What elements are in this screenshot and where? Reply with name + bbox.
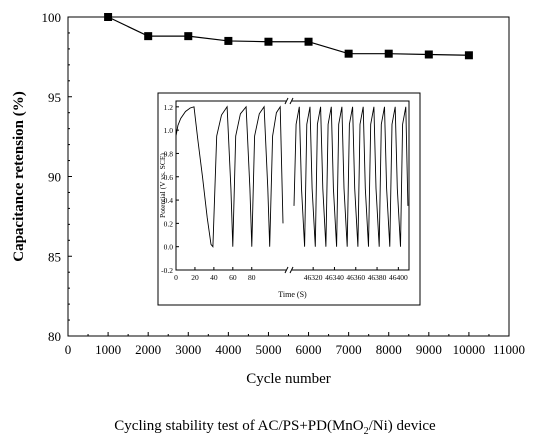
x-tick-label: 11000: [493, 342, 525, 357]
inset-chart: -0.20.00.20.40.60.81.01.20 20 40 60 80 46320 4…: [157, 92, 421, 306]
axis-break-mark: [284, 97, 289, 105]
inset-y-tick-label: 0.4: [164, 196, 174, 205]
caption-suffix: /Ni) device: [368, 418, 436, 434]
x-tick-label: 8000: [376, 342, 402, 357]
data-point-marker: [344, 49, 353, 58]
axis-break-mark: [289, 266, 294, 274]
data-point-marker: [144, 32, 153, 41]
inset-plot-frame: [175, 100, 410, 271]
inset-x-tick-label: 46360: [346, 273, 365, 282]
x-tick-label: 3000: [175, 342, 201, 357]
data-point-marker: [224, 36, 233, 45]
inset-potential-curve-left: [175, 105, 284, 248]
y-tick-label: 95: [48, 90, 61, 105]
x-tick-label: 1000: [95, 342, 121, 357]
inset-y-tick-label: -0.2: [161, 266, 173, 275]
inset-y-axis-title: Potential (V vs. SCE): [158, 153, 167, 218]
x-tick-label: 7000: [336, 342, 362, 357]
inset-x-axis-title: Time (S): [278, 290, 307, 299]
axis-break-gap: [286, 98, 292, 104]
data-point-marker: [384, 49, 393, 58]
retention-series-line: [107, 16, 469, 56]
y-tick-label: 80: [48, 329, 61, 344]
y-tick-label: 90: [48, 170, 61, 185]
x-tick-label: 0: [65, 342, 72, 357]
x-tick-label: 4000: [215, 342, 241, 357]
data-point-marker: [304, 37, 313, 46]
inset-y-tick-label: 1.0: [164, 126, 174, 135]
x-tick-label: 9000: [416, 342, 442, 357]
axis-break-mark: [289, 97, 294, 105]
x-tick-label: 6000: [296, 342, 322, 357]
inset-y-tick-label: 0.0: [164, 243, 174, 252]
data-point-marker: [104, 13, 113, 21]
inset-x-tick-label: 46320: [304, 273, 323, 282]
data-point-marker: [424, 50, 433, 59]
inset-x-tick-label: 80: [248, 273, 256, 282]
inset-y-tick-label: 1.2: [164, 103, 174, 112]
inset-x-tick-label: 60: [229, 273, 237, 282]
inset-y-tick-label: 0.2: [164, 219, 174, 228]
data-point-marker: [184, 32, 193, 41]
caption-subscript: 2: [363, 426, 369, 437]
axis-break-gap: [286, 267, 292, 273]
y-axis-title: Capacitance retension (%): [11, 91, 27, 262]
x-tick-label: 10000: [453, 342, 486, 357]
inset-potential-curve-right: [293, 106, 409, 247]
axis-break-mark: [284, 266, 289, 274]
inset-x-tick-label: 46380: [368, 273, 387, 282]
y-tick-label: 100: [42, 10, 62, 25]
inset-x-tick-label: 40: [210, 273, 218, 282]
inset-y-tick-label: 0.8: [164, 149, 174, 158]
main-axes: 0 1000 2000 3000 4000 5000 6000 7000 8000 9000 100…: [11, 10, 525, 387]
inset-x-tick-label: 0: [174, 273, 178, 282]
inset-y-tick-label: 0.6: [164, 173, 174, 182]
x-tick-label: 5000: [255, 342, 281, 357]
x-tick-label: 2000: [135, 342, 161, 357]
figure-caption: Cycling stability test of AC/PS+PD(MnO2/…: [0, 418, 550, 437]
main-series: [104, 13, 473, 60]
y-tick-label: 85: [48, 249, 61, 264]
caption-prefix: Cycling stability test of AC/PS+PD(MnO: [114, 418, 364, 434]
inset-x-tick-label: 46400: [389, 273, 408, 282]
data-point-marker: [264, 37, 273, 46]
inset-x-tick-label: 20: [191, 273, 199, 282]
data-point-marker: [464, 51, 473, 60]
inset-x-tick-label: 46340: [325, 273, 344, 282]
x-axis-title: Cycle number: [246, 371, 331, 387]
